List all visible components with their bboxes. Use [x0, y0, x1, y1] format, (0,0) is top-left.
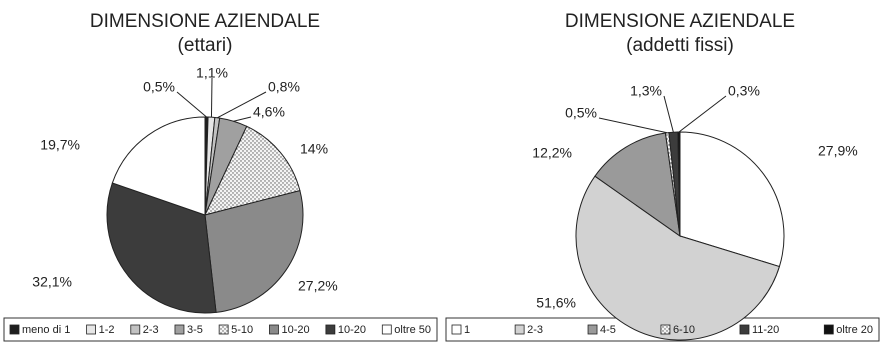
data-label: 12,2%: [532, 145, 572, 161]
legend-label: 10-20: [281, 324, 309, 336]
legend-swatch: [381, 324, 392, 335]
legend-swatch: [130, 324, 141, 335]
legend-label: 3-5: [187, 324, 203, 336]
legend-swatch: [660, 324, 671, 335]
legend-label: 10-20: [338, 324, 366, 336]
leader-line: [233, 116, 252, 122]
legend-label: 1-2: [99, 324, 115, 336]
data-label: 4,6%: [253, 104, 285, 120]
legend-swatch: [325, 324, 336, 335]
data-label: 1,3%: [630, 83, 662, 99]
legend-label: 2-3: [143, 324, 159, 336]
legend-label: oltre 20: [836, 324, 873, 336]
legend-label: 5-10: [231, 324, 253, 336]
leader-line: [217, 91, 267, 119]
legend-label: 1: [464, 324, 470, 336]
legend-swatch: [587, 324, 598, 335]
pie-slice: [106, 182, 217, 314]
leader-line: [210, 77, 213, 118]
chart-title: DIMENSIONE AZIENDALE: [90, 11, 320, 32]
data-label: 0,5%: [565, 105, 597, 121]
pie-slice: [575, 175, 781, 341]
data-label: 32,1%: [32, 274, 72, 290]
pie-slice: [679, 131, 785, 268]
leader-line: [678, 95, 727, 133]
legend-label: 11-20: [752, 324, 779, 336]
data-label: 14%: [300, 141, 328, 157]
legend-label: oltre 50: [394, 324, 431, 336]
chart-title: DIMENSIONE AZIENDALE: [565, 11, 795, 32]
legend-swatch: [451, 324, 462, 335]
data-label: 19,7%: [40, 137, 80, 153]
legend-swatch: [86, 324, 96, 335]
leader-line: [598, 117, 668, 134]
data-label: 27,2%: [298, 278, 338, 294]
legend-label: meno di 1: [22, 324, 70, 336]
data-label: 27,9%: [818, 143, 858, 159]
legend-label: 2-3: [527, 324, 543, 336]
chart-subtitle: (addetti fissi): [626, 35, 734, 56]
chart-subtitle: (ettari): [178, 35, 233, 56]
legend-swatch: [514, 324, 525, 335]
legend-label: 4-5: [600, 324, 616, 336]
data-label: 0,5%: [143, 79, 175, 95]
legend-box: [3, 317, 438, 342]
legend-swatch: [9, 324, 20, 335]
pie-slice: [204, 125, 301, 216]
data-label: 1,1%: [196, 65, 228, 81]
data-label: 0,3%: [728, 83, 760, 99]
pie-slice: [677, 131, 681, 237]
data-label: 0,8%: [268, 79, 300, 95]
pie-slice: [111, 116, 206, 216]
data-label: 51,6%: [536, 295, 576, 311]
legend-swatch: [174, 324, 185, 335]
legend-swatch: [823, 324, 834, 335]
legend-label: 6-10: [673, 324, 695, 336]
legend-swatch: [739, 324, 750, 335]
leader-line: [663, 95, 674, 133]
pie-slice: [594, 132, 681, 238]
legend-swatch: [269, 324, 279, 335]
legend-swatch: [218, 324, 229, 335]
pie-slice: [204, 190, 304, 313]
leader-line: [176, 91, 207, 118]
